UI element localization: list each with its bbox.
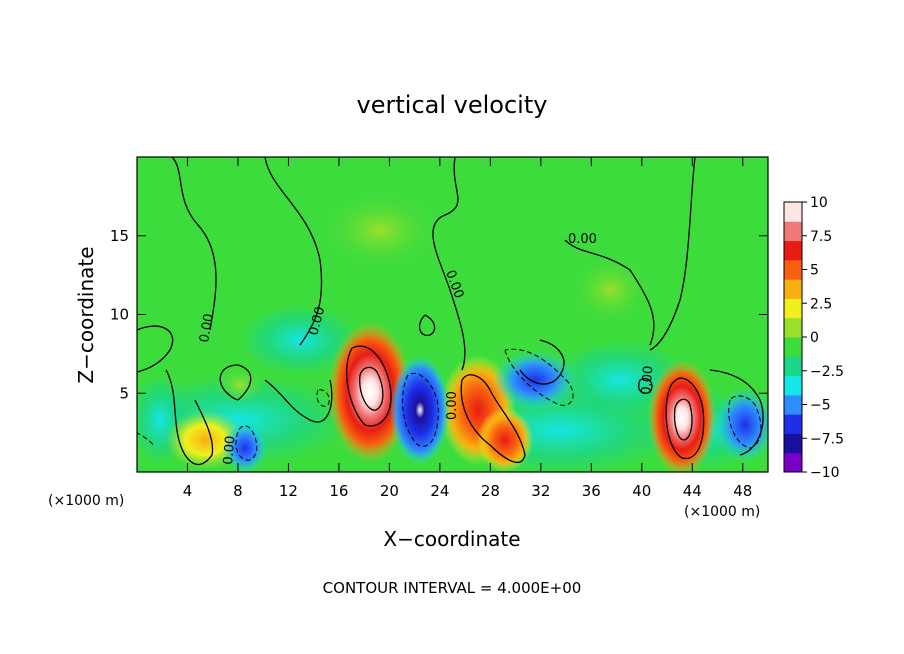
x-tick-label: 24 xyxy=(430,482,449,500)
colorbar-tick-label: 2.5 xyxy=(810,296,832,312)
y-axis-label: Z−coordinate xyxy=(74,246,98,383)
downdraft-x9 xyxy=(223,422,267,472)
contour-label: 0.00 xyxy=(197,313,217,344)
colorbar-tick-label: −5 xyxy=(810,398,831,414)
colorbar-swatch xyxy=(784,259,802,280)
colorbar-swatch xyxy=(784,240,802,261)
colorbar-swatch xyxy=(784,375,802,396)
x-tick-label: 16 xyxy=(329,482,348,500)
x-tick-label: 4 xyxy=(183,482,193,500)
colorbar-tick-label: −7.5 xyxy=(810,431,844,447)
y-tick-label: 10 xyxy=(110,306,129,324)
x-tick-label: 40 xyxy=(632,482,651,500)
colorbar-swatch xyxy=(784,452,802,473)
x-tick-label: 12 xyxy=(279,482,298,500)
colorbar-swatch xyxy=(784,356,802,377)
colorbar: 10 7.5 5 2.5 0 −2.5 −5 −7.5 −10 xyxy=(783,195,844,481)
field-shading xyxy=(137,190,768,472)
x-tick-label: 28 xyxy=(481,482,500,500)
chart-title: vertical velocity xyxy=(357,91,548,119)
y-axis-ticks: 5 10 15 xyxy=(110,227,768,402)
downdraft-x47 xyxy=(715,387,768,463)
x-tick-label: 8 xyxy=(233,482,243,500)
contour-label: 0.00 xyxy=(639,365,656,395)
plot-area: 0.00 0.00 0.00 0.00 0.00 0.00 0.00 xyxy=(137,157,768,472)
updraft-x29 xyxy=(477,408,533,472)
colorbar-swatch xyxy=(784,337,802,357)
contour-label: 0.00 xyxy=(568,232,597,247)
x-tick-label: 32 xyxy=(531,482,550,500)
downdraft-x22 xyxy=(390,355,450,465)
colorbar-swatch xyxy=(784,433,802,454)
colorbar-swatch xyxy=(784,279,802,299)
x-tick-label: 44 xyxy=(683,482,702,500)
y-tick-label: 15 xyxy=(110,227,129,245)
colorbar-tick-label: −2.5 xyxy=(810,364,844,380)
x-tick-label: 20 xyxy=(380,482,399,500)
colorbar-swatch xyxy=(784,221,802,242)
colorbar-swatch xyxy=(784,202,802,222)
contour-label-group: 0.00 0.00 0.00 0.00 0.00 0.00 0.00 xyxy=(197,232,656,465)
y-tick-label: 5 xyxy=(119,384,129,402)
x-tick-label: 36 xyxy=(582,482,601,500)
x-unit-right: (×1000 m) xyxy=(684,504,760,520)
contour-lines xyxy=(137,157,764,466)
x-axis-ticks: 4 8 12 16 20 24 28 32 36 40 44 48 xyxy=(183,157,752,500)
colorbar-swatch xyxy=(784,414,802,434)
colorbar-swatch xyxy=(784,317,802,338)
contour-label: 0.00 xyxy=(445,391,460,420)
updraft-x43 xyxy=(648,360,716,472)
x-axis-label: X−coordinate xyxy=(383,527,520,551)
downdraft-x31 xyxy=(493,350,577,410)
colorbar-tick-label: −10 xyxy=(810,465,840,481)
contour-label: 0.00 xyxy=(221,435,238,465)
colorbar-tick-label: 7.5 xyxy=(810,229,832,245)
x-unit-left: (×1000 m) xyxy=(48,493,124,509)
colorbar-tick-label: 5 xyxy=(810,263,819,279)
colorbar-tick-label: 0 xyxy=(810,330,819,346)
colorbar-tick-label: 10 xyxy=(810,195,828,211)
contour-label: 0.00 xyxy=(306,305,328,337)
x-tick-label: 48 xyxy=(733,482,752,500)
colorbar-swatch xyxy=(784,298,802,319)
colorbar-swatch xyxy=(784,394,802,415)
contour-interval-note: CONTOUR INTERVAL = 4.000E+00 xyxy=(323,579,582,597)
